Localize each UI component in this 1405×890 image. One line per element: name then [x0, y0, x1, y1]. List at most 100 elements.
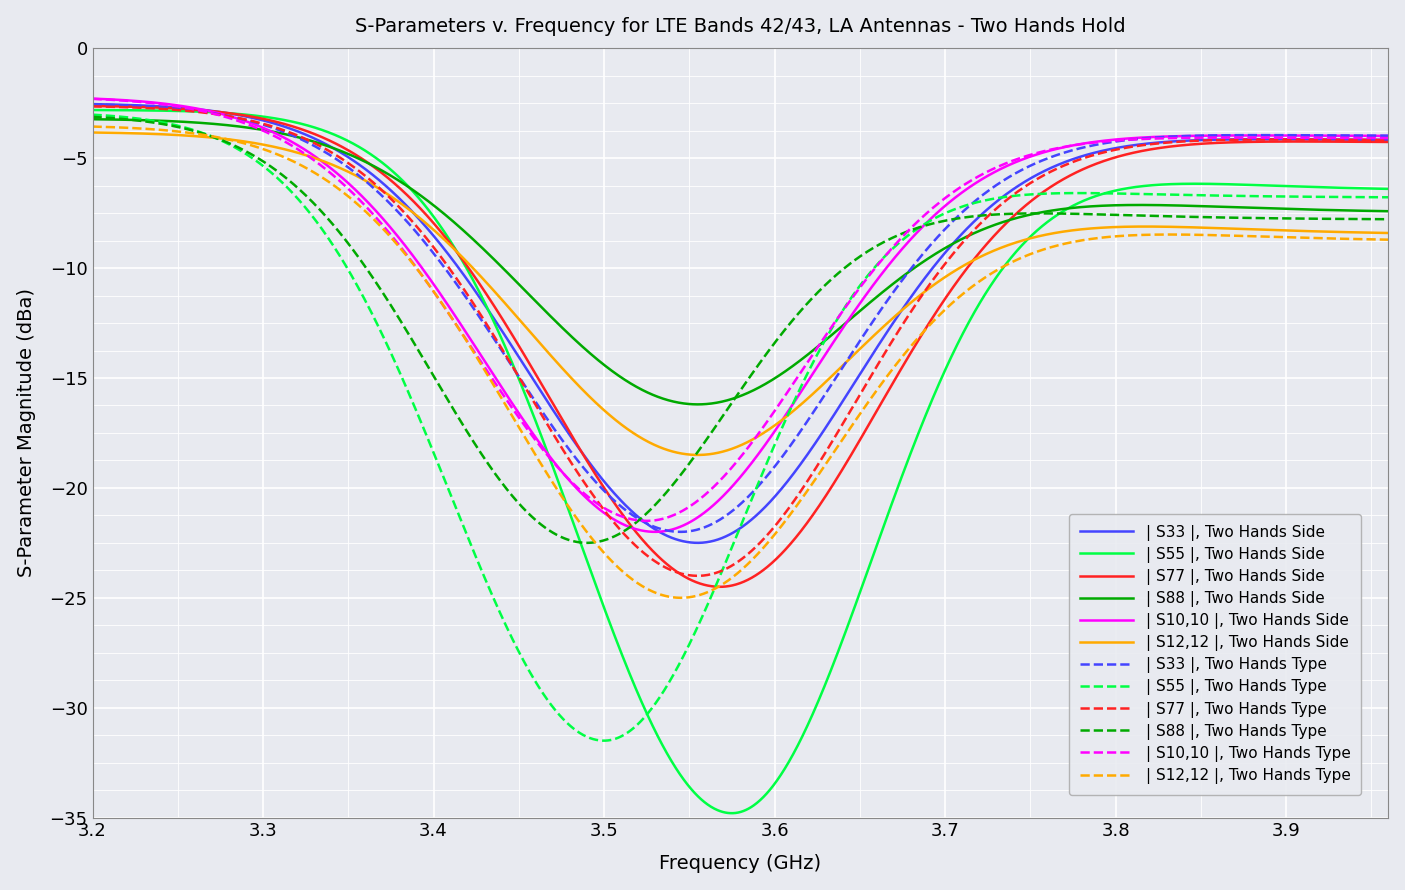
| S55 |, Two Hands Side — [714, 806, 731, 817]
| S55 |, Two Hands Side — [1380, 183, 1397, 194]
| S12,12 |, Two Hands Type — [672, 593, 688, 603]
Line: | S10,10 |, Two Hands Type: | S10,10 |, Two Hands Type — [93, 99, 1388, 521]
| S12,12 |, Two Hands Type — [1343, 233, 1360, 244]
| S10,10 |, Two Hands Side — [646, 527, 663, 538]
| S33 |, Two Hands Type — [84, 99, 101, 109]
| S33 |, Two Hands Side — [1343, 134, 1360, 145]
| S55 |, Two Hands Type — [1106, 188, 1123, 198]
| S88 |, Two Hands Type — [150, 118, 167, 129]
Line: | S88 |, Two Hands Type: | S88 |, Two Hands Type — [93, 117, 1388, 543]
| S10,10 |, Two Hands Type — [715, 472, 732, 482]
| S55 |, Two Hands Side — [1106, 186, 1123, 197]
| S88 |, Two Hands Type — [1106, 209, 1123, 220]
Line: | S33 |, Two Hands Side: | S33 |, Two Hands Side — [93, 104, 1388, 543]
| S88 |, Two Hands Type — [1342, 214, 1359, 224]
| S10,10 |, Two Hands Type — [150, 99, 167, 109]
| S12,12 |, Two Hands Side — [690, 449, 707, 460]
Line: | S55 |, Two Hands Type: | S55 |, Two Hands Type — [93, 115, 1388, 740]
| S12,12 |, Two Hands Type — [1342, 233, 1359, 244]
| S10,10 |, Two Hands Side — [1380, 131, 1397, 142]
| S12,12 |, Two Hands Type — [680, 592, 697, 603]
| S77 |, Two Hands Side — [715, 581, 732, 592]
| S33 |, Two Hands Type — [1380, 130, 1397, 141]
| S77 |, Two Hands Side — [1342, 136, 1359, 147]
Line: | S12,12 |, Two Hands Type: | S12,12 |, Two Hands Type — [93, 126, 1388, 598]
| S10,10 |, Two Hands Type — [1380, 133, 1397, 143]
Line: | S77 |, Two Hands Side: | S77 |, Two Hands Side — [93, 106, 1388, 587]
| S33 |, Two Hands Side — [1342, 134, 1359, 145]
| S33 |, Two Hands Side — [690, 538, 707, 548]
| S55 |, Two Hands Type — [596, 735, 613, 746]
| S33 |, Two Hands Type — [1343, 130, 1360, 141]
| S88 |, Two Hands Side — [84, 114, 101, 125]
| S55 |, Two Hands Side — [680, 781, 697, 791]
| S77 |, Two Hands Type — [1106, 145, 1123, 156]
| S88 |, Two Hands Side — [150, 116, 167, 126]
Line: | S10,10 |, Two Hands Side: | S10,10 |, Two Hands Side — [93, 99, 1388, 532]
| S10,10 |, Two Hands Side — [1106, 134, 1123, 145]
Y-axis label: S-Parameter Magnitude (dBa): S-Parameter Magnitude (dBa) — [17, 288, 35, 578]
| S88 |, Two Hands Side — [1106, 200, 1123, 211]
| S88 |, Two Hands Side — [680, 399, 697, 409]
| S88 |, Two Hands Type — [715, 410, 732, 421]
| S12,12 |, Two Hands Side — [150, 129, 167, 140]
Line: | S33 |, Two Hands Type: | S33 |, Two Hands Type — [93, 104, 1388, 532]
| S10,10 |, Two Hands Side — [715, 490, 732, 501]
| S12,12 |, Two Hands Side — [680, 449, 697, 460]
| S55 |, Two Hands Type — [1380, 192, 1397, 203]
| S33 |, Two Hands Side — [1380, 134, 1397, 145]
| S55 |, Two Hands Type — [1343, 191, 1360, 202]
| S88 |, Two Hands Side — [1342, 206, 1359, 216]
| S77 |, Two Hands Side — [1106, 152, 1123, 163]
| S77 |, Two Hands Type — [715, 565, 732, 576]
| S33 |, Two Hands Type — [150, 102, 167, 113]
| S12,12 |, Two Hands Side — [715, 446, 732, 457]
| S77 |, Two Hands Side — [150, 102, 167, 113]
| S12,12 |, Two Hands Type — [1380, 234, 1397, 245]
| S77 |, Two Hands Type — [680, 570, 697, 580]
| S10,10 |, Two Hands Type — [84, 93, 101, 104]
| S10,10 |, Two Hands Type — [1342, 133, 1359, 143]
| S10,10 |, Two Hands Side — [150, 98, 167, 109]
| S88 |, Two Hands Side — [1380, 206, 1397, 216]
| S55 |, Two Hands Type — [680, 640, 697, 651]
| S77 |, Two Hands Type — [1343, 134, 1360, 145]
| S55 |, Two Hands Type — [84, 109, 101, 120]
| S88 |, Two Hands Type — [1343, 214, 1360, 224]
Title: S-Parameters v. Frequency for LTE Bands 42/43, LA Antennas - Two Hands Hold: S-Parameters v. Frequency for LTE Bands … — [355, 17, 1125, 36]
| S33 |, Two Hands Type — [1106, 136, 1123, 147]
| S88 |, Two Hands Type — [1380, 214, 1397, 224]
| S33 |, Two Hands Type — [680, 526, 697, 537]
| S10,10 |, Two Hands Type — [1106, 135, 1123, 146]
| S55 |, Two Hands Type — [1342, 191, 1359, 202]
| S77 |, Two Hands Side — [711, 581, 728, 592]
| S33 |, Two Hands Side — [715, 532, 732, 543]
| S77 |, Two Hands Side — [84, 101, 101, 111]
Legend: | S33 |, Two Hands Side, | S55 |, Two Hands Side, | S77 |, Two Hands Side, | S88: | S33 |, Two Hands Side, | S55 |, Two Ha… — [1069, 514, 1361, 795]
Line: | S77 |, Two Hands Type: | S77 |, Two Hands Type — [93, 107, 1388, 576]
| S55 |, Two Hands Side — [1343, 182, 1360, 193]
| S12,12 |, Two Hands Type — [150, 125, 167, 135]
| S77 |, Two Hands Type — [84, 101, 101, 112]
| S10,10 |, Two Hands Type — [1343, 133, 1360, 143]
| S77 |, Two Hands Type — [1380, 134, 1397, 145]
| S12,12 |, Two Hands Side — [1380, 228, 1397, 239]
| S88 |, Two Hands Side — [1343, 206, 1360, 216]
| S10,10 |, Two Hands Side — [680, 517, 697, 528]
| S77 |, Two Hands Side — [1380, 137, 1397, 148]
| S10,10 |, Two Hands Side — [84, 93, 101, 104]
| S33 |, Two Hands Side — [1106, 143, 1123, 154]
| S77 |, Two Hands Type — [1342, 134, 1359, 145]
| S33 |, Two Hands Side — [150, 101, 167, 111]
| S12,12 |, Two Hands Side — [1343, 227, 1360, 238]
| S10,10 |, Two Hands Side — [1342, 131, 1359, 142]
Line: | S12,12 |, Two Hands Side: | S12,12 |, Two Hands Side — [93, 133, 1388, 455]
| S12,12 |, Two Hands Type — [84, 121, 101, 132]
| S55 |, Two Hands Side — [1342, 182, 1359, 193]
| S77 |, Two Hands Side — [680, 573, 697, 584]
| S77 |, Two Hands Type — [150, 103, 167, 114]
| S33 |, Two Hands Side — [680, 537, 697, 547]
| S33 |, Two Hands Side — [84, 99, 101, 109]
| S55 |, Two Hands Side — [150, 105, 167, 116]
| S12,12 |, Two Hands Type — [715, 578, 732, 589]
